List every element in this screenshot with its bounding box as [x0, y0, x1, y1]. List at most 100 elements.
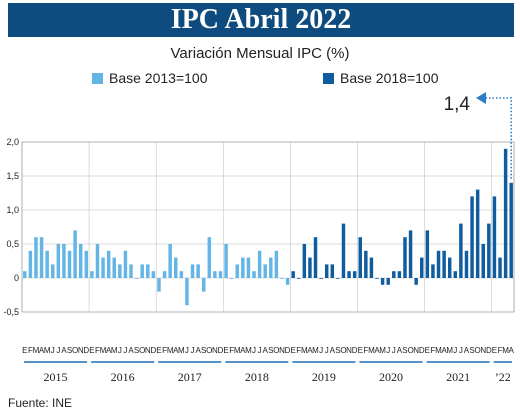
- month-label: A: [464, 346, 470, 355]
- bar: [442, 250, 446, 278]
- month-label: N: [212, 346, 218, 355]
- bar: [297, 278, 301, 279]
- month-label: M: [301, 346, 308, 355]
- y-tick-label: 0,5: [6, 239, 19, 249]
- bar: [313, 237, 318, 278]
- bar: [224, 244, 228, 278]
- month-label: D: [352, 346, 358, 355]
- month-label: F: [162, 346, 167, 355]
- month-label: A: [307, 346, 313, 355]
- bar: [459, 223, 463, 278]
- month-label: D: [285, 346, 291, 355]
- bar: [269, 257, 273, 278]
- bar: [302, 244, 307, 278]
- legend-swatch-base2018: [323, 73, 334, 84]
- month-label: D: [218, 346, 224, 355]
- bar: [106, 250, 111, 278]
- bar: [118, 264, 122, 278]
- bar: [291, 271, 295, 278]
- bar: [364, 250, 368, 278]
- bar: [414, 278, 418, 285]
- plot-frame: [21, 141, 515, 313]
- month-label: A: [61, 346, 67, 355]
- bar: [492, 196, 497, 278]
- bar: [447, 257, 452, 278]
- month-label: N: [78, 346, 84, 355]
- month-label: M: [44, 346, 51, 355]
- y-tick-label: 1,5: [6, 171, 19, 181]
- month-label: F: [95, 346, 100, 355]
- month-label: M: [446, 346, 453, 355]
- year-label: 2020: [379, 370, 403, 384]
- bar: [257, 250, 262, 278]
- month-label: A: [39, 346, 45, 355]
- bar: [34, 237, 38, 278]
- bar: [375, 278, 379, 279]
- bar: [324, 264, 329, 278]
- month-label: O: [475, 346, 481, 355]
- month-label: A: [441, 346, 447, 355]
- month-label: A: [173, 346, 179, 355]
- month-label: N: [279, 346, 285, 355]
- bar: [190, 264, 195, 278]
- annotation-leader: [480, 97, 513, 179]
- bar: [67, 250, 72, 278]
- month-label: J: [453, 346, 457, 355]
- bar: [229, 278, 234, 279]
- month-label: E: [358, 346, 363, 355]
- month-label: A: [128, 346, 134, 355]
- bar: [280, 278, 284, 279]
- year-label: 2017: [178, 370, 202, 384]
- month-label: A: [330, 346, 336, 355]
- bar: [129, 264, 133, 278]
- month-label: D: [486, 346, 492, 355]
- bar: [112, 257, 116, 278]
- month-label: F: [296, 346, 301, 355]
- bar: [151, 271, 156, 278]
- legend-item-base2013: Base 2013=100: [92, 70, 207, 86]
- bar: [207, 237, 212, 278]
- month-label: S: [67, 346, 72, 355]
- month-label: J: [386, 346, 390, 355]
- month-label: A: [509, 346, 515, 355]
- bar: [134, 278, 139, 279]
- month-label: M: [234, 346, 241, 355]
- month-label: S: [469, 346, 474, 355]
- bar: [481, 244, 485, 278]
- bar: [45, 250, 49, 278]
- month-label: E: [89, 346, 94, 355]
- month-label: A: [397, 346, 403, 355]
- month-label: J: [118, 346, 122, 355]
- bar: [403, 237, 407, 278]
- bar: [28, 250, 33, 278]
- bar: [185, 278, 189, 306]
- bar: [179, 271, 184, 278]
- bar: [174, 257, 178, 278]
- month-label: M: [111, 346, 118, 355]
- month-label: F: [430, 346, 435, 355]
- bar: [252, 271, 256, 278]
- source-note: Fuente: INE: [8, 396, 73, 410]
- month-label: J: [459, 346, 463, 355]
- month-label: M: [178, 346, 185, 355]
- month-label: S: [201, 346, 206, 355]
- bar: [341, 223, 346, 278]
- legend-swatch-base2013: [92, 73, 103, 84]
- y-tick-label: 1,0: [6, 205, 19, 215]
- chart-subtitle: Variación Mensual IPC (%): [170, 45, 350, 62]
- month-label: F: [229, 346, 234, 355]
- month-label: A: [240, 346, 246, 355]
- bar: [235, 264, 239, 278]
- month-label: M: [167, 346, 174, 355]
- month-label: S: [134, 346, 139, 355]
- y-tick-label: -0,5: [3, 307, 19, 317]
- annotation-arrowhead: [476, 92, 486, 104]
- y-tick-label: 2,0: [6, 137, 19, 147]
- month-label: O: [273, 346, 279, 355]
- legend-item-base2018: Base 2018=100: [323, 70, 438, 86]
- month-label: A: [263, 346, 269, 355]
- bar: [274, 250, 279, 278]
- month-label: N: [413, 346, 419, 355]
- bar: [503, 148, 508, 278]
- legend-label-base2018: Base 2018=100: [340, 70, 439, 86]
